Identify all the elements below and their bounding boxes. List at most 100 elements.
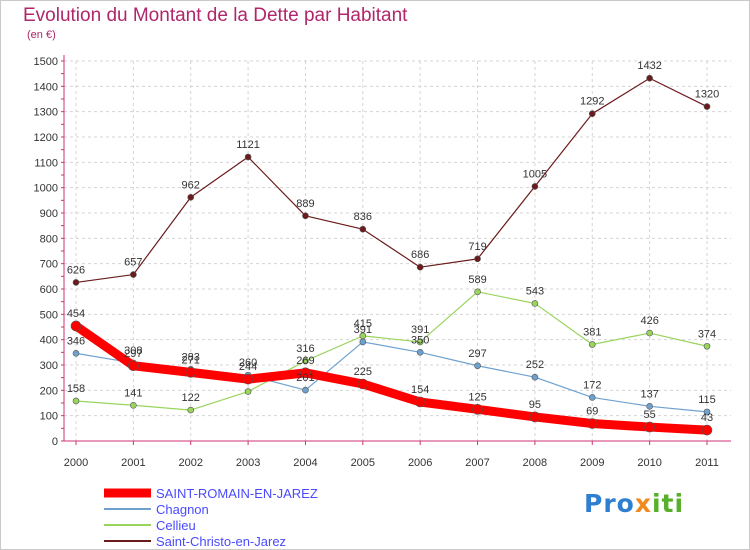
data-label: 1320 <box>695 89 719 101</box>
data-label: 836 <box>354 211 372 223</box>
data-label: 137 <box>640 388 658 400</box>
data-point <box>529 411 541 423</box>
data-label: 426 <box>640 315 658 327</box>
series-line <box>75 291 708 411</box>
y-tick-label: 800 <box>40 233 58 245</box>
data-label: 391 <box>411 324 429 336</box>
data-point <box>588 341 596 348</box>
x-tick-label: 2005 <box>351 457 375 469</box>
y-tick-label: 200 <box>40 385 58 397</box>
data-point <box>72 397 80 405</box>
data-label: 962 <box>182 179 200 191</box>
y-tick-label: 1000 <box>34 183 58 195</box>
logo-part-x: x <box>634 489 652 518</box>
data-point <box>646 402 653 410</box>
data-point <box>187 406 195 414</box>
data-point <box>646 74 653 82</box>
data-point <box>414 396 426 408</box>
data-label: 543 <box>526 285 544 297</box>
data-label: 172 <box>583 379 601 391</box>
data-point <box>70 320 82 332</box>
data-point <box>300 367 311 379</box>
data-label: 415 <box>354 318 372 330</box>
data-point <box>130 271 137 278</box>
data-label: 271 <box>182 354 200 366</box>
data-label: 1121 <box>236 139 260 151</box>
series-line <box>71 321 712 435</box>
y-tick-label: 1500 <box>34 56 58 68</box>
x-tick-label: 2003 <box>236 457 260 469</box>
data-point <box>474 255 481 263</box>
legend-label: Saint-Christo-en-Jarez <box>156 534 286 549</box>
data-label: 719 <box>468 241 486 253</box>
data-label: 122 <box>182 392 200 404</box>
data-point <box>588 110 596 117</box>
x-tick-label: 2010 <box>637 457 661 469</box>
series-line <box>75 341 708 413</box>
data-point <box>416 349 424 356</box>
data-point <box>302 212 309 220</box>
data-point <box>244 388 252 395</box>
proxiti-logo: Proxiti <box>584 489 684 518</box>
y-tick-label: 400 <box>40 335 58 347</box>
data-point <box>646 329 653 337</box>
data-point <box>302 386 309 394</box>
data-label: 454 <box>67 308 85 320</box>
data-label: 346 <box>67 335 85 347</box>
data-label: 201 <box>296 372 314 384</box>
data-point <box>588 394 596 401</box>
y-tick-label: 300 <box>40 360 58 372</box>
data-point <box>531 300 539 307</box>
data-point <box>302 357 309 365</box>
data-point <box>128 360 139 372</box>
data-point <box>472 404 483 415</box>
x-tick-label: 2011 <box>695 457 719 469</box>
data-label: 626 <box>67 264 85 276</box>
data-point <box>644 421 655 433</box>
data-point <box>703 103 711 110</box>
data-point <box>72 350 80 357</box>
data-label: 141 <box>124 387 142 399</box>
data-label: 686 <box>411 249 429 261</box>
data-label: 297 <box>124 348 142 360</box>
data-point <box>586 418 598 429</box>
y-tick-label: 900 <box>40 208 58 220</box>
data-label: 115 <box>698 394 716 406</box>
data-label: 1005 <box>523 168 547 180</box>
data-label: 889 <box>296 198 314 210</box>
data-label: 657 <box>124 257 142 269</box>
x-tick-label: 2009 <box>580 457 604 469</box>
data-label: 374 <box>698 328 716 340</box>
data-point <box>703 342 711 350</box>
data-point <box>474 288 481 296</box>
y-tick-label: 1100 <box>34 157 58 169</box>
data-point <box>703 408 711 416</box>
x-tick-label: 2007 <box>465 457 489 469</box>
y-tick-label: 100 <box>40 411 58 423</box>
data-label: 225 <box>354 366 372 378</box>
data-label: 260 <box>239 357 257 369</box>
legend-label: Chagnon <box>156 502 209 517</box>
data-label: 43 <box>701 412 713 424</box>
data-label: 154 <box>411 384 429 396</box>
data-label: 69 <box>586 406 598 418</box>
data-label: 55 <box>644 409 656 421</box>
data-label: 308 <box>124 345 142 357</box>
data-label: 1292 <box>580 96 604 108</box>
x-tick-label: 2001 <box>121 457 145 469</box>
data-point <box>359 338 367 346</box>
y-tick-label: 0 <box>52 436 58 448</box>
data-point <box>531 183 539 190</box>
x-tick-label: 2006 <box>408 457 432 469</box>
y-tick-label: 1400 <box>34 81 58 93</box>
data-point <box>72 279 80 286</box>
data-label: 95 <box>529 399 541 411</box>
data-label: 1432 <box>637 60 661 72</box>
chart-title: Evolution du Montant de la Dette par Hab… <box>23 5 408 26</box>
data-label: 269 <box>296 355 314 367</box>
data-point <box>701 424 713 436</box>
data-label: 252 <box>526 359 544 371</box>
x-tick-label: 2008 <box>523 457 547 469</box>
chart-subtitle: (en €) <box>27 29 56 41</box>
